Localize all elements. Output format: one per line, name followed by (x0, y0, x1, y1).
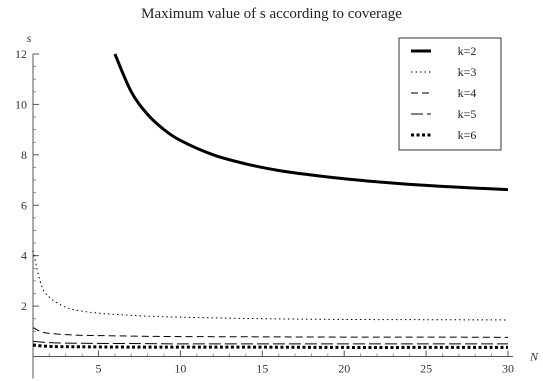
y-tick-label: 8 (21, 148, 27, 162)
y-tick-label: 10 (15, 97, 27, 111)
legend-label: k=4 (458, 86, 477, 100)
x-tick-label: 30 (502, 362, 514, 376)
series-line-k-5 (32, 340, 508, 345)
series-line-k-2 (113, 53, 509, 192)
chart-title: Maximum value of s according to coverage (141, 6, 402, 22)
x-tick-label: 10 (174, 362, 186, 376)
y-tick-label: 4 (21, 249, 27, 263)
x-tick-label: 20 (338, 362, 350, 376)
x-tick-label: 5 (96, 362, 102, 376)
series-line-k-6 (32, 343, 508, 349)
series-line-k-3 (32, 250, 509, 321)
series-line-k-4 (32, 327, 509, 338)
legend-label: k=5 (458, 107, 477, 121)
y-axis-label: s (27, 31, 32, 45)
x-tick-label: 15 (256, 362, 268, 376)
legend-box (398, 37, 502, 151)
y-tick-label: 12 (15, 47, 27, 61)
x-axis-label: N (529, 350, 539, 364)
legend-label: k=3 (458, 65, 477, 79)
x-tick-label: 25 (420, 362, 432, 376)
y-tick-label: 6 (21, 198, 27, 212)
legend-label: k=6 (458, 128, 477, 142)
y-tick-label: 2 (21, 299, 27, 313)
legend-label: k=2 (458, 44, 477, 58)
